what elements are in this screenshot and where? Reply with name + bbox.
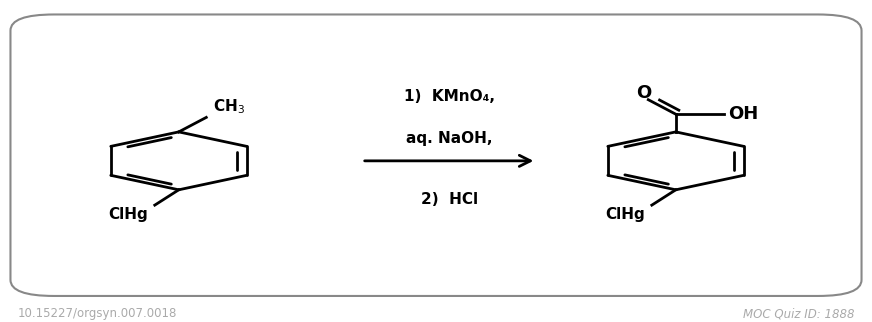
Text: ClHg: ClHg: [108, 207, 147, 222]
Text: 2)  HCl: 2) HCl: [420, 192, 478, 207]
Text: 10.15227/orgsyn.007.0018: 10.15227/orgsyn.007.0018: [17, 307, 177, 320]
Text: O: O: [637, 84, 651, 102]
Text: OH: OH: [728, 105, 759, 123]
Text: CH$_3$: CH$_3$: [214, 97, 245, 116]
Text: aq. NaOH,: aq. NaOH,: [405, 131, 493, 146]
Text: ClHg: ClHg: [605, 207, 645, 222]
FancyBboxPatch shape: [10, 14, 862, 296]
Text: MOC Quiz ID: 1888: MOC Quiz ID: 1888: [743, 307, 855, 320]
Text: 1)  KMnO₄,: 1) KMnO₄,: [404, 89, 494, 104]
